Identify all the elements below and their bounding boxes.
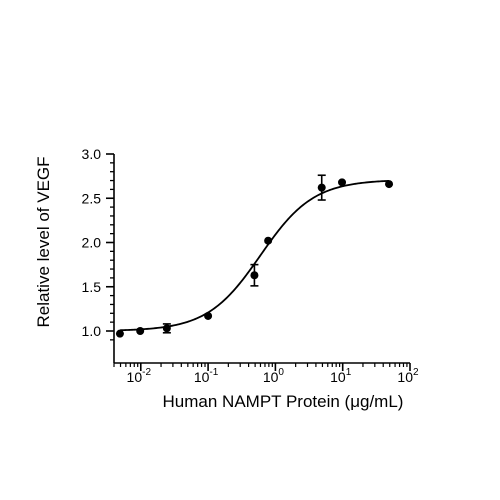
- x-tick-label: 10-1: [194, 367, 219, 385]
- x-axis: 10-2 10-1 100 101 102: [113, 362, 419, 385]
- data-point: [264, 236, 273, 245]
- y-axis: 1.0 1.5 2.0 2.5 3.0: [82, 146, 115, 363]
- x-tick-label: 101: [330, 367, 352, 385]
- data-point: [162, 324, 171, 333]
- fit-curve: [119, 179, 390, 332]
- y-tick-label: 2.5: [82, 190, 102, 206]
- x-tick-label: 10-2: [127, 367, 152, 385]
- y-tick-label: 1.0: [82, 323, 102, 339]
- y-axis-label: Relative level of VEGF: [34, 156, 53, 327]
- y-tick-label: 3.0: [82, 146, 102, 162]
- x-axis-label: Human NAMPT Protein (μg/mL): [163, 392, 404, 411]
- plot-area: [115, 174, 394, 338]
- y-tick-label: 1.5: [82, 279, 102, 295]
- x-tick-label: 102: [397, 367, 419, 385]
- data-point: [136, 327, 145, 335]
- data-point: [250, 271, 259, 280]
- data-point: [385, 180, 394, 189]
- x-tick-label: 100: [263, 367, 285, 385]
- data-point: [115, 329, 124, 338]
- data-point: [338, 178, 347, 187]
- data-point: [317, 183, 326, 192]
- data-point: [204, 311, 213, 320]
- y-tick-label: 2.0: [82, 235, 102, 251]
